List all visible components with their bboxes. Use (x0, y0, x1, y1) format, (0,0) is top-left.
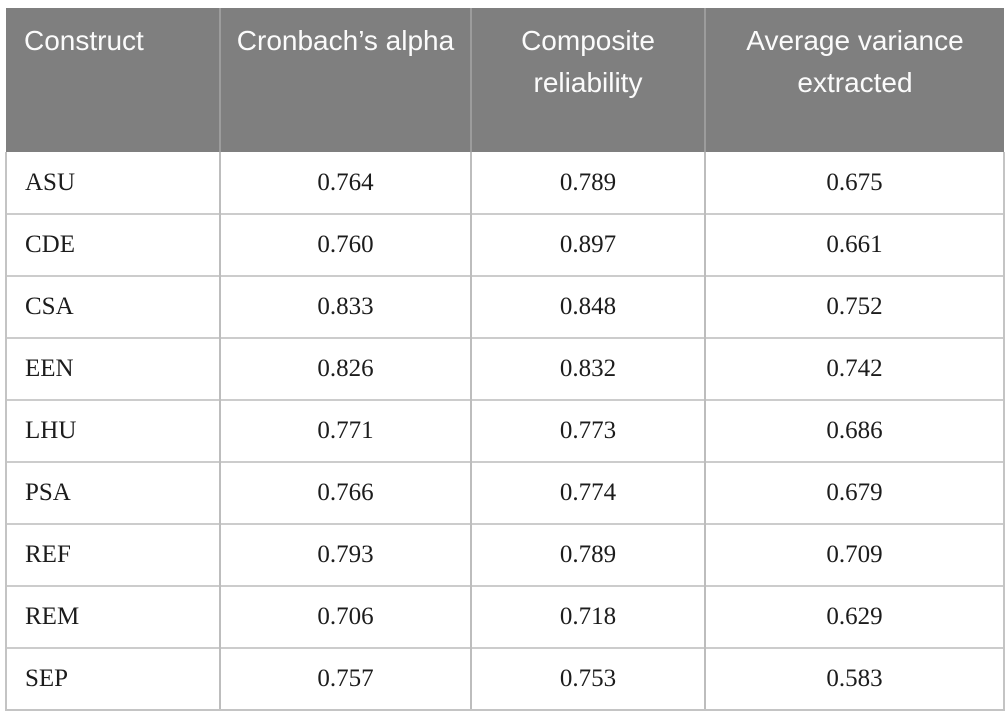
cronbachs_alpha-cell: 0.706 (219, 585, 471, 648)
table-row: PSA 0.766 0.774 0.679 (5, 461, 1005, 524)
construct-cell: PSA (5, 461, 220, 524)
cronbachs_alpha-cell: 0.833 (219, 275, 471, 338)
average_variance_extracted-cell: 0.686 (704, 399, 1005, 462)
column-header-cronbachs-alpha: Cronbach’s alpha (219, 8, 471, 152)
average_variance_extracted-cell: 0.742 (704, 337, 1005, 400)
construct-cell: EEN (5, 337, 220, 400)
average_variance_extracted-cell: 0.661 (704, 213, 1005, 276)
cronbachs_alpha-cell: 0.826 (219, 337, 471, 400)
average_variance_extracted-cell: 0.679 (704, 461, 1005, 524)
table-row: REF 0.793 0.789 0.709 (5, 523, 1005, 586)
table-row: REM 0.706 0.718 0.629 (5, 585, 1005, 648)
composite_reliability-cell: 0.832 (470, 337, 705, 400)
average_variance_extracted-cell: 0.583 (704, 647, 1005, 711)
cronbachs_alpha-cell: 0.793 (219, 523, 471, 586)
average_variance_extracted-cell: 0.709 (704, 523, 1005, 586)
cronbachs_alpha-cell: 0.771 (219, 399, 471, 462)
composite_reliability-cell: 0.718 (470, 585, 705, 648)
cronbachs_alpha-cell: 0.766 (219, 461, 471, 524)
column-header-composite-reliability: Composite reliability (470, 8, 705, 152)
construct-cell: LHU (5, 399, 220, 462)
construct-cell: ASU (5, 152, 220, 214)
average_variance_extracted-cell: 0.675 (704, 152, 1005, 214)
reliability-statistics-table: Construct Cronbach’s alpha Composite rel… (5, 8, 1005, 711)
cronbachs_alpha-cell: 0.764 (219, 152, 471, 214)
composite_reliability-cell: 0.773 (470, 399, 705, 462)
table-body: ASU 0.764 0.789 0.675 CDE 0.760 0.897 0.661 CSA 0… (5, 152, 1005, 711)
table-row: LHU 0.771 0.773 0.686 (5, 399, 1005, 462)
table-row: CSA 0.833 0.848 0.752 (5, 275, 1005, 338)
construct-cell: CDE (5, 213, 220, 276)
construct-cell: CSA (5, 275, 220, 338)
average_variance_extracted-cell: 0.629 (704, 585, 1005, 648)
composite_reliability-cell: 0.789 (470, 152, 705, 214)
construct-cell: SEP (5, 647, 220, 711)
table-row: SEP 0.757 0.753 0.583 (5, 647, 1005, 711)
cronbachs_alpha-cell: 0.760 (219, 213, 471, 276)
average_variance_extracted-cell: 0.752 (704, 275, 1005, 338)
composite_reliability-cell: 0.848 (470, 275, 705, 338)
column-header-average-variance-extracted: Average variance extracted (704, 8, 1004, 152)
composite_reliability-cell: 0.897 (470, 213, 705, 276)
composite_reliability-cell: 0.789 (470, 523, 705, 586)
table-row: ASU 0.764 0.789 0.675 (5, 152, 1005, 214)
table-row: CDE 0.760 0.897 0.661 (5, 213, 1005, 276)
cronbachs_alpha-cell: 0.757 (219, 647, 471, 711)
column-header-construct: Construct (6, 8, 220, 152)
construct-cell: REF (5, 523, 220, 586)
composite_reliability-cell: 0.774 (470, 461, 705, 524)
composite_reliability-cell: 0.753 (470, 647, 705, 711)
header-row: Construct Cronbach’s alpha Composite rel… (6, 8, 1004, 152)
table-header: Construct Cronbach’s alpha Composite rel… (6, 8, 1004, 152)
construct-cell: REM (5, 585, 220, 648)
table-row: EEN 0.826 0.832 0.742 (5, 337, 1005, 400)
